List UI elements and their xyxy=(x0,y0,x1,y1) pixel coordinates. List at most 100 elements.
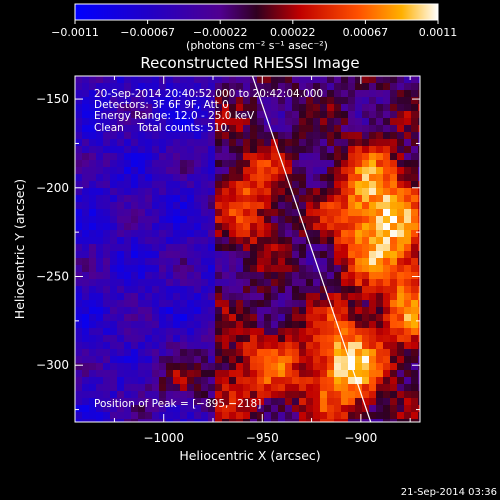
heatmap-cell xyxy=(138,356,146,364)
heatmap-cell xyxy=(208,188,216,196)
heatmap-cell xyxy=(369,398,377,406)
heatmap-cell xyxy=(222,146,230,154)
heatmap-cell xyxy=(243,244,251,252)
heatmap-cell xyxy=(96,398,104,406)
heatmap-cell xyxy=(257,188,265,196)
heatmap-cell xyxy=(390,76,398,84)
heatmap-cell xyxy=(390,90,398,98)
heatmap-cell xyxy=(257,90,265,98)
heatmap-cell xyxy=(285,328,293,336)
heatmap-cell xyxy=(376,244,384,252)
heatmap-cell xyxy=(110,258,118,266)
heatmap-cell xyxy=(229,118,237,126)
heatmap-cell xyxy=(145,188,153,196)
heatmap-cell xyxy=(173,202,181,210)
heatmap-cell xyxy=(257,181,265,189)
heatmap-cell xyxy=(222,356,230,364)
heatmap-cell xyxy=(82,307,90,315)
heatmap-cell xyxy=(208,181,216,189)
heatmap-cell xyxy=(180,125,188,133)
heatmap-cell xyxy=(418,356,420,364)
heatmap-cell xyxy=(271,125,279,133)
heatmap-cell xyxy=(292,195,300,203)
heatmap-cell xyxy=(117,174,125,182)
heatmap-cell xyxy=(159,391,167,399)
heatmap-cell xyxy=(341,118,349,126)
heatmap-cell xyxy=(306,195,314,203)
heatmap-cell xyxy=(355,188,363,196)
heatmap-cell xyxy=(131,174,139,182)
heatmap-cell xyxy=(243,286,251,294)
heatmap-cell xyxy=(327,181,335,189)
heatmap-cell xyxy=(292,370,300,378)
heatmap-cell xyxy=(285,265,293,273)
heatmap-cell xyxy=(376,356,384,364)
heatmap-cell xyxy=(131,223,139,231)
heatmap-cell xyxy=(271,384,279,392)
heatmap-cell xyxy=(215,272,223,280)
heatmap-cell xyxy=(124,97,132,105)
heatmap-cell xyxy=(110,314,118,322)
heatmap-cell xyxy=(390,132,398,140)
heatmap-cell xyxy=(166,419,174,422)
heatmap-cell xyxy=(103,286,111,294)
heatmap-cell xyxy=(89,293,97,301)
heatmap-cell xyxy=(306,83,314,91)
heatmap-cell xyxy=(376,104,384,112)
heatmap-cell xyxy=(313,328,321,336)
heatmap-cell xyxy=(285,251,293,259)
heatmap-cell xyxy=(159,377,167,385)
heatmap-cell xyxy=(313,412,321,420)
heatmap-cell xyxy=(376,209,384,217)
heatmap-cell xyxy=(292,272,300,280)
heatmap-cell xyxy=(229,223,237,231)
heatmap-cell xyxy=(320,209,328,217)
heatmap-cell xyxy=(362,265,370,273)
heatmap-cell xyxy=(313,216,321,224)
heatmap-cell xyxy=(215,188,223,196)
heatmap-cell xyxy=(271,279,279,287)
heatmap-cell xyxy=(306,153,314,161)
heatmap-cell xyxy=(201,97,209,105)
heatmap-cell xyxy=(418,293,420,301)
heatmap-cell xyxy=(229,181,237,189)
heatmap-cell xyxy=(131,272,139,280)
heatmap-cell xyxy=(271,230,279,238)
heatmap-cell xyxy=(404,342,412,350)
heatmap-cell xyxy=(369,76,377,84)
heatmap-cell xyxy=(404,384,412,392)
heatmap-cell xyxy=(334,118,342,126)
heatmap-cell xyxy=(355,139,363,147)
heatmap-cell xyxy=(369,265,377,273)
heatmap-cell xyxy=(201,370,209,378)
heatmap-cell xyxy=(383,356,391,364)
heatmap-cell xyxy=(110,328,118,336)
heatmap-cell xyxy=(194,349,202,357)
heatmap-cell xyxy=(236,300,244,308)
heatmap-cell xyxy=(236,209,244,217)
heatmap-cell xyxy=(166,398,174,406)
heatmap-cell xyxy=(96,125,104,133)
heatmap-cell xyxy=(299,300,307,308)
heatmap-cell xyxy=(390,342,398,350)
heatmap-cell xyxy=(152,314,160,322)
heatmap-cell xyxy=(257,237,265,245)
heatmap-cell xyxy=(75,230,83,238)
heatmap-cell xyxy=(271,104,279,112)
heatmap-cell xyxy=(117,314,125,322)
heatmap-cell xyxy=(313,237,321,245)
heatmap-cell xyxy=(180,195,188,203)
heatmap-cell xyxy=(376,195,384,203)
heatmap-cell xyxy=(103,202,111,210)
heatmap-cell xyxy=(82,244,90,252)
heatmap-cell xyxy=(376,314,384,322)
heatmap-cell xyxy=(313,167,321,175)
heatmap-cell xyxy=(334,356,342,364)
heatmap-cell xyxy=(397,342,405,350)
heatmap-cell xyxy=(411,384,419,392)
heatmap-cell xyxy=(348,349,356,357)
heatmap-cell xyxy=(397,356,405,364)
heatmap-cell xyxy=(348,160,356,168)
heatmap-cell xyxy=(201,286,209,294)
heatmap-cell xyxy=(320,265,328,273)
